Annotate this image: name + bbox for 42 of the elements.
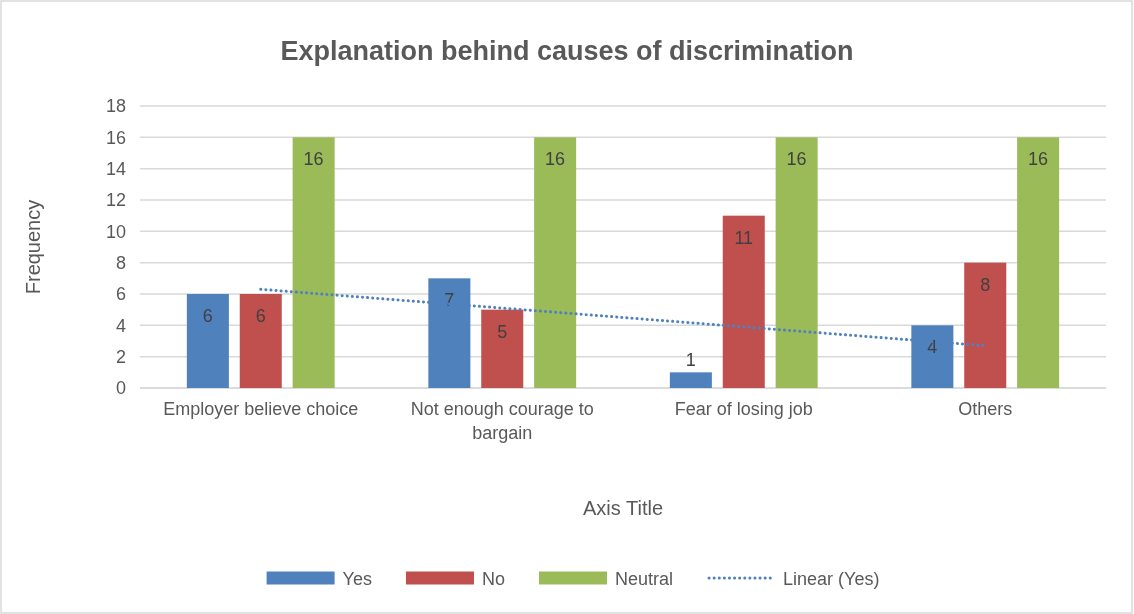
y-tick-label: 16	[105, 127, 126, 148]
data-label: 5	[497, 321, 508, 342]
y-tick-label: 6	[115, 284, 126, 305]
y-tick-label: 8	[115, 252, 126, 273]
bar	[481, 309, 524, 388]
y-tick-label: 2	[115, 346, 126, 367]
legend-label: Yes	[342, 569, 372, 589]
data-label: 6	[202, 306, 213, 326]
data-label: 4	[927, 337, 938, 358]
bar	[239, 294, 282, 388]
y-tick-label: 18	[105, 96, 126, 117]
y-axis-title: Frequency	[22, 199, 44, 295]
data-label: 6	[255, 306, 266, 326]
data-label: 16	[303, 149, 324, 170]
legend-label: Neutral	[614, 569, 674, 589]
y-tick-label: 10	[105, 221, 126, 242]
x-tick-label: Employer believe choice	[163, 398, 359, 419]
bar	[186, 294, 229, 388]
bar	[775, 137, 818, 388]
y-tick-label: 14	[105, 158, 126, 179]
bar	[292, 137, 335, 388]
bar	[964, 262, 1007, 388]
data-label: 8	[980, 274, 991, 295]
data-label: 16	[786, 149, 807, 170]
legend-label: No	[481, 569, 505, 589]
bar	[1017, 137, 1060, 388]
y-tick-label: 0	[115, 378, 126, 399]
legend-label: Linear (Yes)	[783, 569, 880, 589]
x-tick-label: Others	[958, 398, 1013, 419]
y-tick-label: 4	[115, 315, 126, 336]
bar	[534, 137, 577, 388]
data-label: 1	[685, 350, 696, 371]
bar	[669, 372, 712, 388]
x-tick-label: Not enough courage to bargain	[410, 398, 594, 444]
data-label: 16	[1028, 149, 1049, 170]
chart-title: Explanation behind causes of discrimination	[280, 36, 854, 66]
x-axis-title: Axis Title	[582, 497, 664, 519]
x-tick-label: Fear of losing job	[674, 398, 813, 419]
bar	[722, 215, 765, 388]
y-tick-label: 12	[105, 190, 126, 211]
data-label: 16	[545, 149, 566, 170]
data-label: 11	[734, 227, 754, 248]
